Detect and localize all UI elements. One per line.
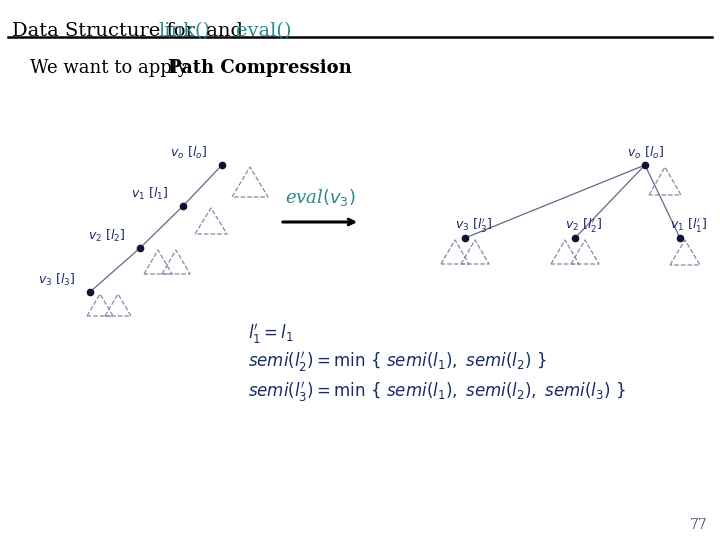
Text: :: : (330, 59, 336, 77)
Text: $v_2\ [l_2]$: $v_2\ [l_2]$ (88, 228, 125, 244)
Text: $v_o\ [l_o]$: $v_o\ [l_o]$ (627, 145, 664, 161)
Text: Path Compression: Path Compression (168, 59, 352, 77)
Text: 77: 77 (690, 518, 708, 532)
Text: $v_3\ [l_3]$: $v_3\ [l_3]$ (38, 272, 76, 288)
Text: eval$(v_3)$: eval$(v_3)$ (284, 187, 356, 208)
Text: eval(): eval() (236, 22, 292, 40)
Text: $v_1\ [l_1^\prime]$: $v_1\ [l_1^\prime]$ (670, 216, 708, 234)
Text: link(): link() (158, 22, 210, 40)
Text: $v_1\ [l_1]$: $v_1\ [l_1]$ (131, 186, 168, 202)
Text: and: and (200, 22, 249, 40)
Text: $v_3\ [l_3^\prime]$: $v_3\ [l_3^\prime]$ (455, 216, 492, 234)
Text: $v_2\ [l_2^\prime]$: $v_2\ [l_2^\prime]$ (565, 216, 603, 234)
Text: $semi(l_2^\prime) = \mathrm{min}\ \{\ semi(l_1),\ semi(l_2)\ \}$: $semi(l_2^\prime) = \mathrm{min}\ \{\ se… (248, 350, 546, 374)
Text: $l_1^\prime = l_1$: $l_1^\prime = l_1$ (248, 322, 294, 346)
Text: $semi(l_3^\prime) = \mathrm{min}\ \{\ semi(l_1),\ semi(l_2),\ semi(l_3)\ \}$: $semi(l_3^\prime) = \mathrm{min}\ \{\ se… (248, 380, 626, 404)
Text: We want to apply: We want to apply (30, 59, 194, 77)
Text: $v_o\ [l_o]$: $v_o\ [l_o]$ (170, 145, 207, 161)
Text: Data Structure for: Data Structure for (12, 22, 201, 40)
